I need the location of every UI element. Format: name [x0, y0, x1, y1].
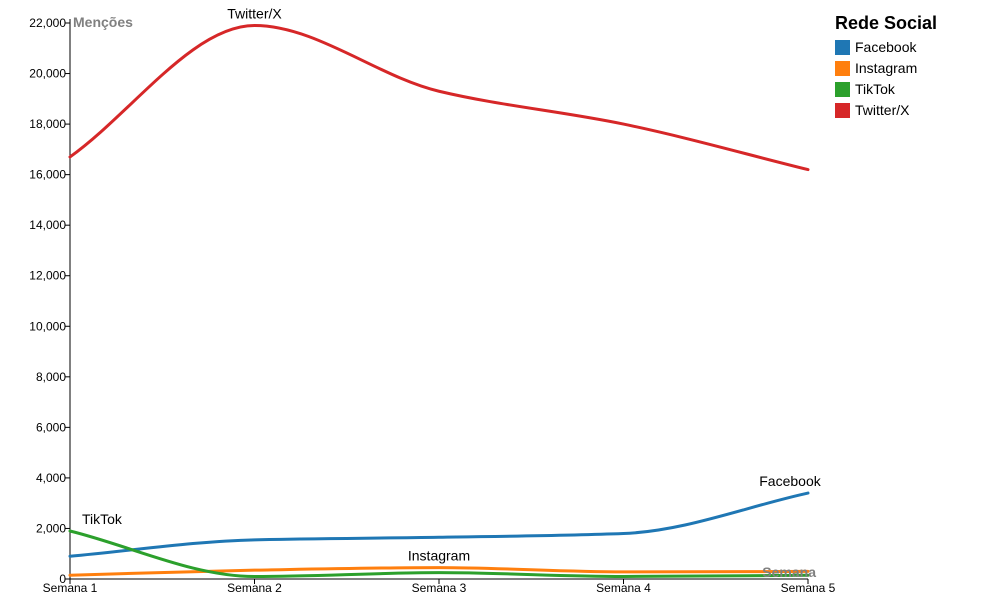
legend-item-label: Facebook	[855, 39, 917, 55]
y-tick-label: 22,000	[29, 16, 66, 30]
legend-swatch	[835, 103, 850, 118]
x-tick-label: Semana 3	[412, 581, 467, 595]
series-line-facebook	[68, 491, 810, 558]
series-label: TikTok	[82, 511, 123, 527]
series-layer	[68, 24, 810, 578]
legend-swatch	[835, 82, 850, 97]
y-tick-label: 20,000	[29, 67, 66, 81]
y-tick-label: 18,000	[29, 117, 66, 131]
y-axis: 0 2,000 4,000 6,000 8,000 10,000 12,000 14,000 1…	[29, 16, 71, 586]
series-label: Instagram	[408, 548, 470, 564]
series-line-tiktok	[68, 529, 810, 578]
x-axis-title: Semana	[762, 564, 816, 580]
x-tick-label: Semana 5	[781, 581, 836, 595]
y-tick-label: 14,000	[29, 218, 66, 232]
series-line-instagram	[68, 566, 810, 577]
x-tick-label: Semana 1	[43, 581, 98, 595]
legend-item-label: Twitter/X	[855, 102, 910, 118]
y-tick-label: 4,000	[36, 471, 66, 485]
series-line-twitter-x	[68, 24, 810, 172]
series-label: Facebook	[759, 473, 821, 489]
y-tick-label: 0	[59, 572, 66, 586]
x-axis: Semana 1 Semana 2 Semana 3 Semana 4 Semana 5	[43, 578, 836, 595]
y-tick-label: 8,000	[36, 370, 66, 384]
series-labels: Facebook Instagram TikTok Twitter/X	[82, 6, 822, 564]
legend-swatch	[835, 61, 850, 76]
legend: Rede Social Facebook Instagram TikTok Twitt…	[835, 13, 937, 118]
y-tick-label: 12,000	[29, 269, 66, 283]
legend-item-label: Instagram	[855, 60, 917, 76]
series-label: Twitter/X	[227, 6, 282, 22]
y-tick-label: 16,000	[29, 168, 66, 182]
y-axis-title: Menções	[73, 14, 133, 30]
y-tick-label: 10,000	[29, 319, 66, 333]
y-tick-label: 6,000	[36, 420, 66, 434]
x-tick-label: Semana 4	[596, 581, 651, 595]
x-tick-label: Semana 2	[227, 581, 282, 595]
legend-item-label: TikTok	[855, 81, 896, 97]
legend-title: Rede Social	[835, 13, 937, 33]
y-tick-label: 2,000	[36, 521, 66, 535]
legend-swatch	[835, 40, 850, 55]
